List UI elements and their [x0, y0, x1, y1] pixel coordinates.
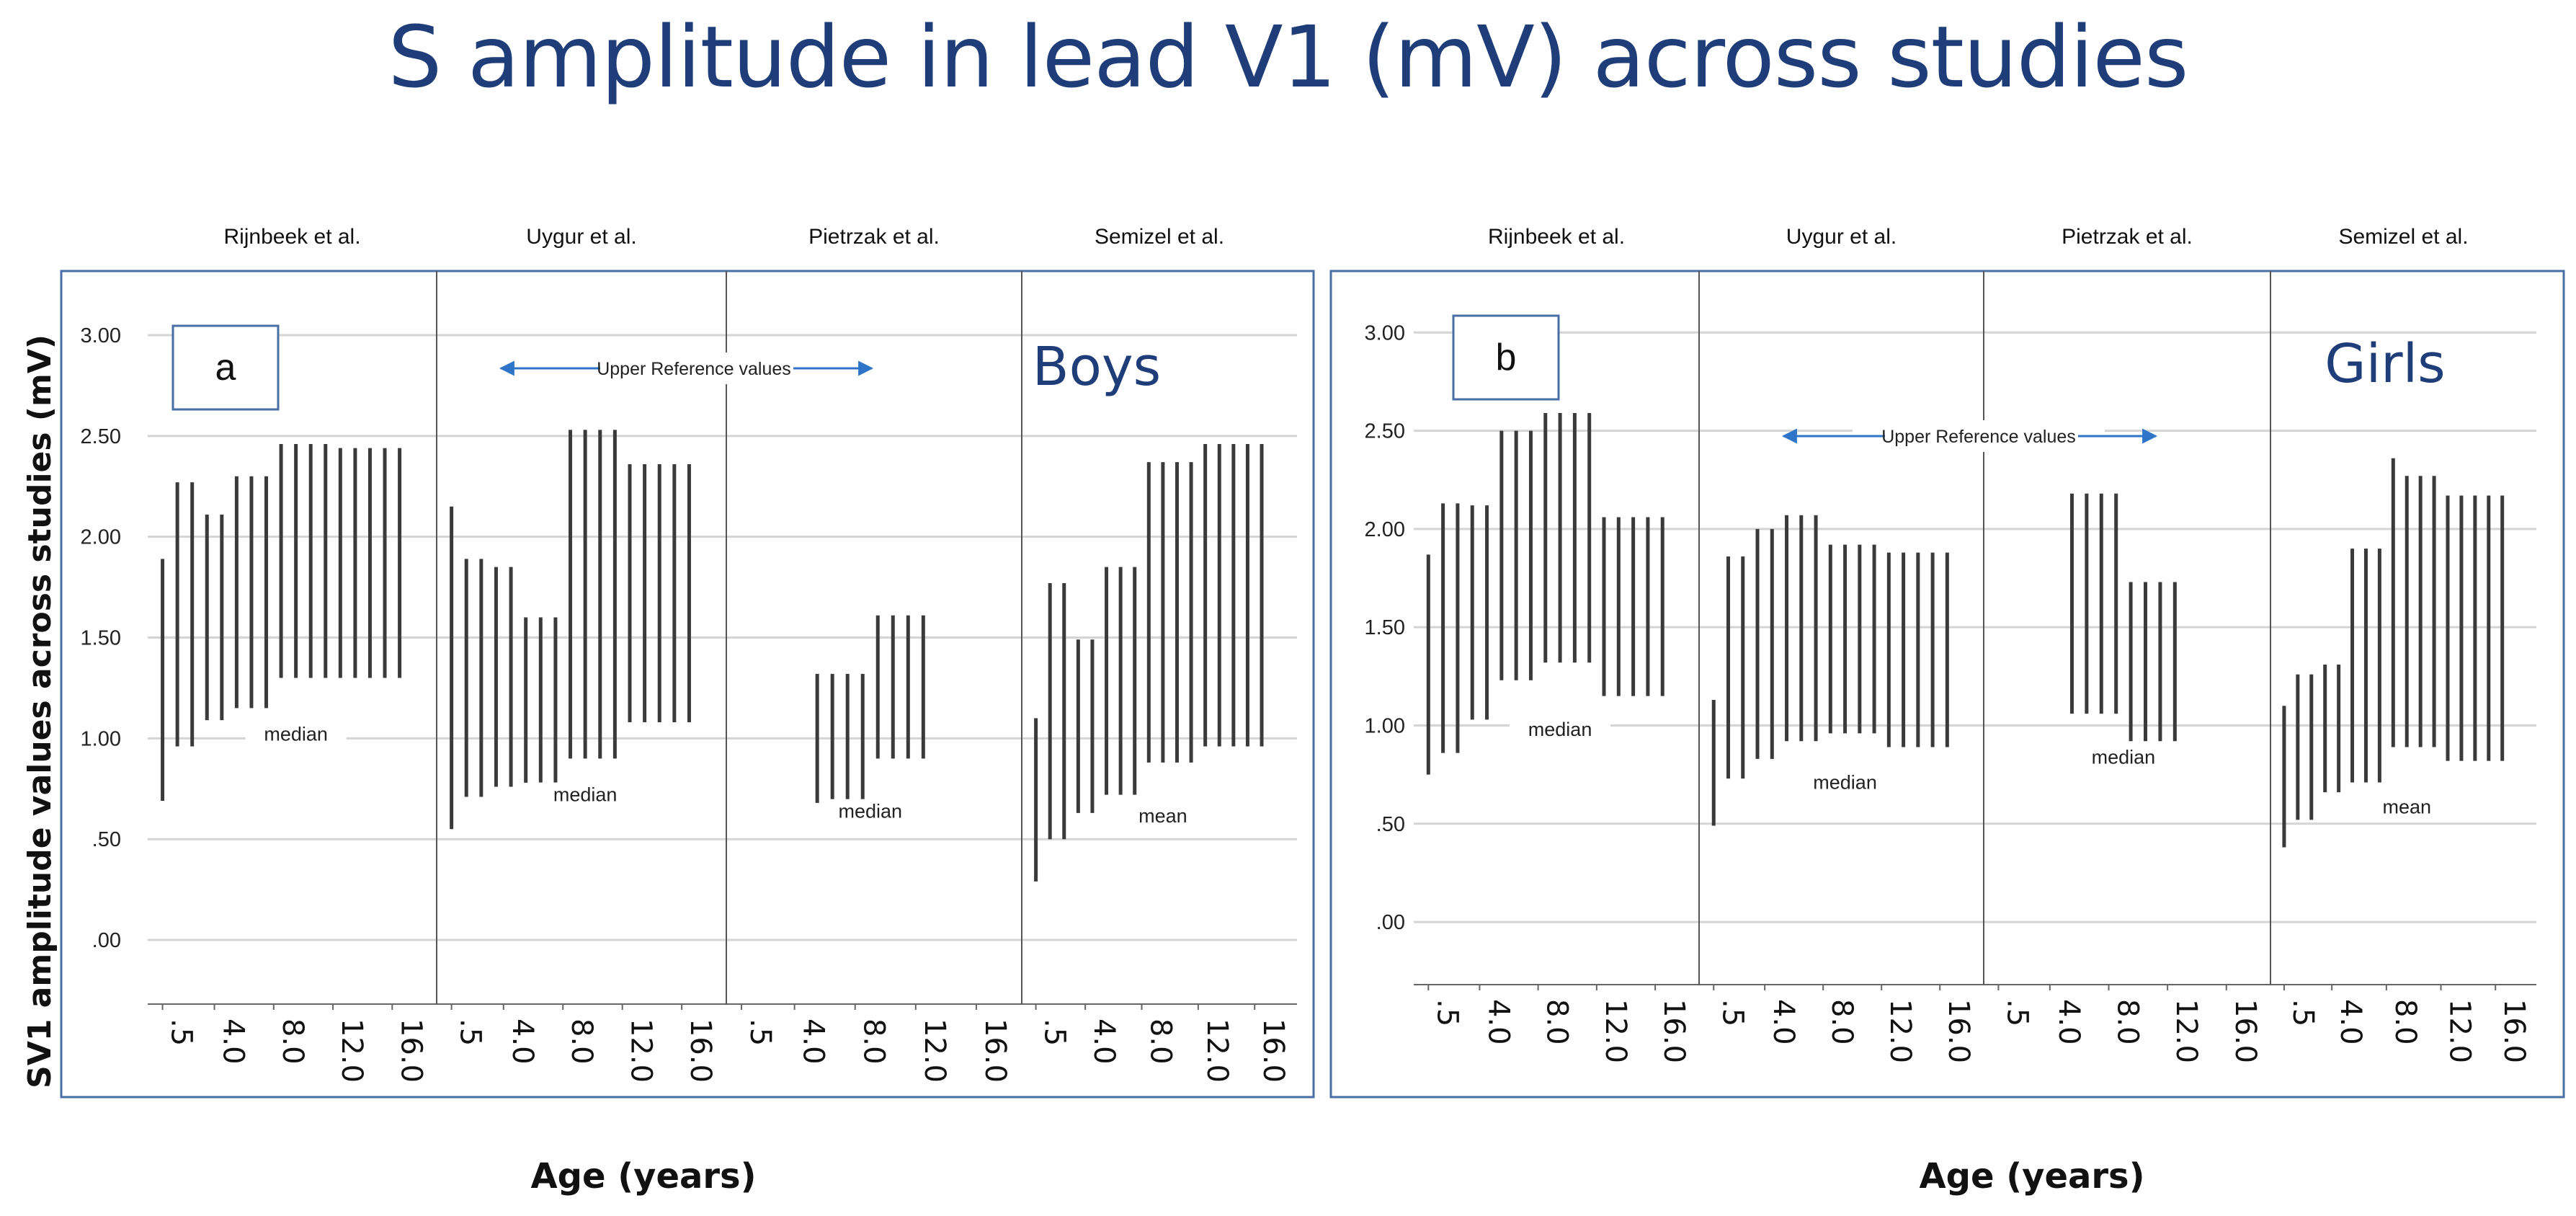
panel-b-x-tick-label: 4.0 [1481, 999, 1515, 1045]
panel-a-x-tick-label: .5 [1038, 1018, 1071, 1046]
panel-a-x-tick-label: .5 [744, 1018, 777, 1046]
panel-a-x-tick-label: 16.0 [684, 1018, 717, 1083]
panel-a-x-tick-label: 8.0 [857, 1018, 891, 1065]
panel-b-y-tick-label: 1.50 [1365, 616, 1405, 639]
x-axis-label-boys: Age (years) [530, 1156, 757, 1197]
panel-a-stat-label-bg [1112, 804, 1213, 829]
panel-a-x-tick-label: 8.0 [1144, 1018, 1177, 1065]
panel-b-x-tick-label: 12.0 [2170, 999, 2203, 1063]
panel-a-frame [60, 270, 1315, 1099]
panel-b-x-tick-label: 12.0 [1884, 999, 1917, 1063]
panel-b-group-label: Girls [2325, 333, 2445, 395]
panel-a-arrow-note-bg [568, 352, 820, 384]
panel-a-x-tick-label: 12.0 [918, 1018, 951, 1083]
panel-b-x-tick-label: .5 [2000, 999, 2033, 1026]
panel-b-y-tick-label: .50 [1376, 813, 1405, 836]
panel-b-x-tick-label: 16.0 [2229, 999, 2262, 1063]
panel-b-stat-label-bg [1510, 716, 1611, 742]
panel-b-y-tick-label: .00 [1376, 911, 1405, 934]
panel-b-x-tick-label: 8.0 [2111, 999, 2144, 1045]
panel-b-x-tick-label: 16.0 [2497, 999, 2531, 1063]
panel-b-stat-label-bg [2356, 794, 2458, 820]
panel-b-stat-label: mean [2382, 796, 2431, 818]
panel-b-x-tick-label: .5 [1430, 999, 1463, 1026]
panel-b-y-tick-label: 2.00 [1365, 518, 1405, 541]
panel-b-y-tick-label: 2.50 [1365, 420, 1405, 443]
panel-a-x-tick-label: 4.0 [506, 1018, 539, 1065]
panel-b-x-tick-label: 4.0 [1767, 999, 1800, 1045]
panel-b-arrow-note-bg [1853, 420, 2105, 452]
panel-a-y-tick-label: 2.00 [81, 526, 121, 549]
panel-a-x-tick-label: .5 [165, 1018, 198, 1046]
panel-b-stat-label-bg [1794, 770, 1896, 795]
panel-a-x-tick-label: 12.0 [335, 1018, 368, 1083]
panel-a-y-tick-label: .00 [92, 929, 121, 952]
panel-a-arrow-note: Upper Reference values [597, 359, 791, 379]
panel-b-stat-label: median [1813, 771, 1877, 793]
panel-b-x-tick-label: 16.0 [1657, 999, 1690, 1063]
panel-a-stat-label-bg [245, 722, 347, 747]
panel-b-letter-box [1452, 314, 1560, 401]
panel-b-x-tick-label: 8.0 [1825, 999, 1858, 1045]
panel-a-facet-title: Uygur et al. [526, 225, 636, 249]
panel-a-x-tick-label: 8.0 [276, 1018, 309, 1065]
panel-b-y-tick-label: 1.00 [1365, 714, 1405, 737]
panel-a-y-tick-label: 1.50 [81, 627, 121, 650]
panel-b-facet-title: Rijnbeek et al. [1488, 225, 1625, 249]
panel-b-x-tick-label: 8.0 [1541, 999, 1574, 1045]
panel-a-facet-title: Semizel et al. [1095, 225, 1224, 249]
panel-a-letter: a [215, 347, 236, 389]
panel-b-facet-title: Semizel et al. [2338, 225, 2468, 249]
panel-b-stat-label-bg [2072, 745, 2174, 770]
panel-b-y-tick-label: 3.00 [1365, 321, 1405, 345]
panel-a-x-tick-label: 16.0 [394, 1018, 427, 1083]
panel-b-x-tick-label: 12.0 [1599, 999, 1632, 1063]
panel-a-facet-title: Pietrzak et al. [808, 225, 940, 249]
panel-b-facet-title: Pietrzak et al. [2062, 225, 2193, 249]
panel-b-facet-title: Uygur et al. [1786, 225, 1897, 249]
panel-a-y-tick-label: 1.00 [81, 727, 121, 750]
panel-a-stat-label-bg [819, 799, 921, 824]
panel-a-y-tick-label: 3.00 [81, 324, 121, 347]
panel-b-x-tick-label: 16.0 [1942, 999, 1975, 1063]
panel-a-y-tick-label: .50 [92, 828, 121, 851]
panel-b-x-tick-label: 4.0 [2052, 999, 2085, 1045]
panel-b-letter: b [1496, 337, 1517, 378]
panel-b-x-tick-label: .5 [1716, 999, 1749, 1026]
panel-b-arrow-note: Upper Reference values [1881, 427, 2076, 447]
panel-a-stat-label-bg [535, 782, 636, 807]
panel-b-stat-label: median [1528, 719, 1592, 740]
panel-b-frame [1329, 270, 2565, 1099]
x-axis-label-girls: Age (years) [1919, 1156, 2145, 1197]
panel-a-x-tick-label: 12.0 [625, 1018, 658, 1083]
panel-a-stat-label: median [553, 784, 618, 806]
panel-a-x-tick-label: 4.0 [217, 1018, 250, 1065]
panel-a-stat-label: median [264, 724, 328, 745]
panel-a-group-label: Boys [1033, 336, 1161, 398]
panel-a-facet-title: Rijnbeek et al. [223, 225, 360, 249]
panel-a-x-tick-label: 8.0 [565, 1018, 598, 1065]
panel-a-stat-label: median [838, 801, 902, 822]
panel-b-x-tick-label: 4.0 [2334, 999, 2367, 1045]
panel-b-x-tick-label: .5 [2286, 999, 2319, 1026]
y-axis-label: SV1 amplitude values across studies (mV) [22, 334, 58, 1088]
panel-b-x-tick-label: 12.0 [2443, 999, 2477, 1063]
panel-a-y-tick-label: 2.50 [81, 425, 121, 448]
panel-a-x-tick-label: 12.0 [1200, 1018, 1234, 1083]
panel-a-letter-box [171, 324, 280, 411]
panel-a-x-tick-label: 4.0 [797, 1018, 830, 1065]
page-title: S amplitude in lead V1 (mV) across studi… [388, 7, 2189, 107]
panel-b-stat-label: median [2092, 747, 2156, 768]
panel-b-x-tick-label: 8.0 [2389, 999, 2422, 1045]
panel-a-x-tick-label: .5 [454, 1018, 487, 1046]
panel-a-x-tick-label: 16.0 [1257, 1018, 1290, 1083]
panel-a-x-tick-label: 16.0 [979, 1018, 1012, 1083]
panel-a-stat-label: mean [1138, 805, 1187, 827]
panel-a-x-tick-label: 4.0 [1087, 1018, 1120, 1065]
